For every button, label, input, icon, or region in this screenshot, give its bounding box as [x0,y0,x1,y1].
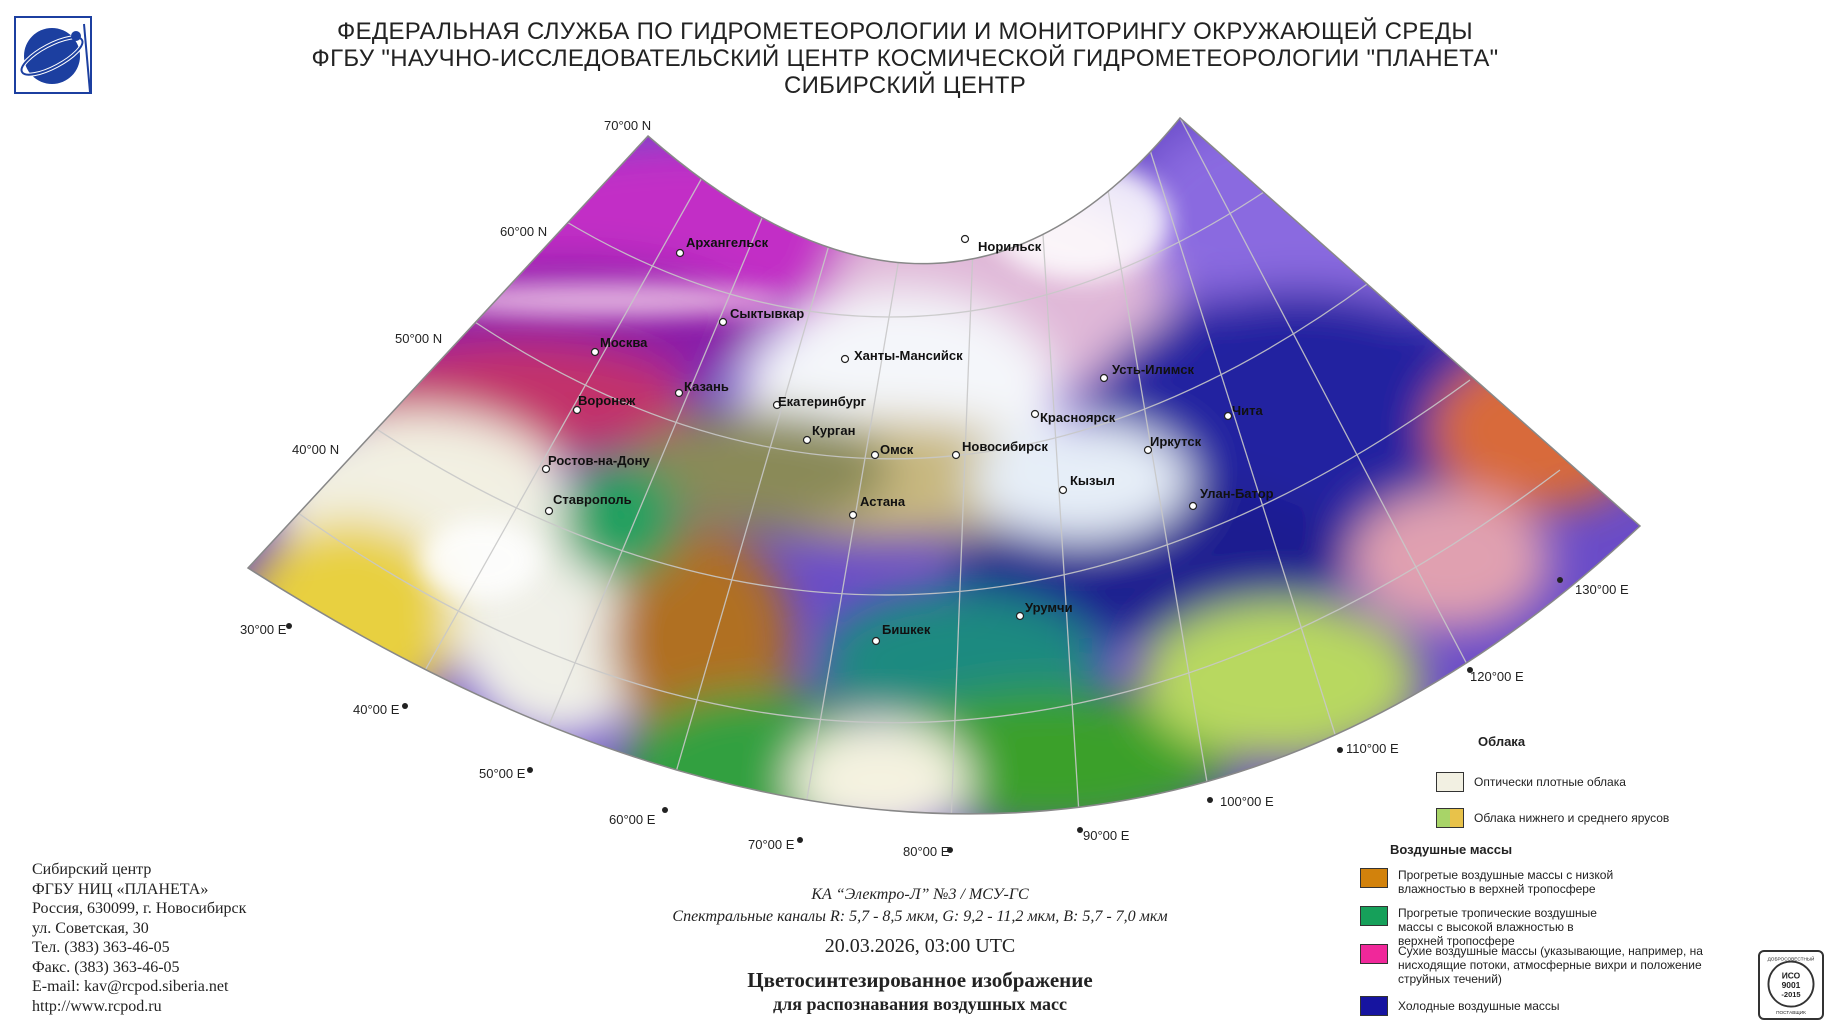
caption-datetime: 20.03.2026, 03:00 UTC [824,935,1016,957]
city-moscow: Москва [600,335,648,350]
contact-line: ул. Советская, 30 [32,919,149,937]
contact-email[interactable]: E-mail: kav@rcpod.siberia.net [32,978,229,995]
planeta-logo-icon [14,16,92,94]
city-kurgan: Курган [812,423,855,438]
city-norilsk: Норильск [978,239,1042,254]
lat-label-60: 60°00 N [500,224,547,239]
caption-satellite: КА “Электро-Л” №3 / МСУ-ГС [811,886,1029,903]
lon-label-120: 120°00 E [1470,669,1524,684]
graticule-ticks [286,577,1563,853]
city-markers [541,234,1233,646]
caption-title: Цветосинтезированное изображение [747,968,1093,992]
lat-label-50: 50°00 N [395,331,442,346]
legend-label: Сухие воздушные массы (указывающие, напр… [1398,944,1703,986]
legend-swatch [1360,996,1388,1016]
legend-swatch [1436,808,1464,828]
iso-certification-badge-icon: ДОБРОСОВЕСТНЫЙ ИСО 9001 -2015 ПОСТАВЩИК [1758,950,1824,1020]
legend-swatch [1360,944,1388,964]
legend-label: Оптически плотные облака [1474,775,1626,789]
city-astana: Астана [860,494,906,509]
legend-item-warm-dry: Прогретые воздушные массы с низкой влажн… [1360,868,1618,896]
header-line-2: ФГБУ "НАУЧНО-ИССЛЕДОВАТЕЛЬСКИЙ ЦЕНТР КОС… [311,45,1499,72]
contact-line: ФГБУ НИЦ «ПЛАНЕТА» [32,880,209,898]
city-yekaterinburg: Екатеринбург [778,394,867,409]
iso-badge-year-text: -2015 [1781,990,1800,999]
caption-channels: Спектральные каналы R: 5,7 - 8,5 мкм, G:… [672,908,1168,925]
iso-badge-top-text: ДОБРОСОВЕСТНЫЙ [1768,955,1815,962]
legend-label: Холодные воздушные массы [1398,999,1560,1013]
city-kazan: Казань [684,379,729,394]
lon-label-30: 30°00 E [240,622,287,637]
legend-item-tropical-moist: Прогретые тропичеcкие воздушные массы с … [1360,906,1618,948]
longitude-labels: 30°00 E 40°00 E 50°00 E 60°00 E 70°00 E … [240,582,1629,859]
caption: КА “Электро-Л” №3 / МСУ-ГС Спектральные … [560,884,1280,1016]
legend-air-title: Воздушные массы [1390,842,1513,857]
city-urumqi: Урумчи [1025,600,1073,615]
lon-label-130: 130°00 E [1575,582,1629,597]
latitude-labels: 70°00 N 60°00 N 50°00 N 40°00 N [292,118,651,457]
lon-label-60: 60°00 E [609,812,656,827]
contact-phone: Тел. (383) 363-46-05 [32,939,170,956]
legend-swatch [1360,906,1388,926]
city-voronezh: Воронеж [578,393,636,408]
contact-block: Сибирский центр ФГБУ НИЦ «ПЛАНЕТА» Росси… [32,860,246,1016]
lat-label-40: 40°00 N [292,442,339,457]
city-stavropol: Ставрополь [553,492,632,507]
contact-fax: Факс. (383) 363-46-05 [32,958,180,976]
city-syktyvkar: Сыктывкар [730,306,804,321]
header: ФЕДЕРАЛЬНАЯ СЛУЖБА ПО ГИДРОМЕТЕОРОЛОГИИ … [240,18,1570,99]
iso-badge-number-text: 9001 [1782,980,1801,990]
caption-subtitle: для распознавания воздушных масс [773,994,1067,1014]
legend-label: Прогретые тропичеcкие воздушные массы с … [1398,906,1597,948]
lon-label-90: 90°00 E [1083,828,1130,843]
city-ust-ilimsk: Усть-Илимск [1112,362,1194,377]
contact-line: Сибирский центр [32,861,152,878]
city-chita: Чита [1232,403,1263,418]
legend-label: Прогретые воздушные массы с низкой влажн… [1398,868,1614,896]
lon-label-100: 100°00 E [1220,794,1274,809]
lon-label-50: 50°00 E [479,766,526,781]
legend-swatch [1360,868,1388,888]
header-line-1: ФЕДЕРАЛЬНАЯ СЛУЖБА ПО ГИДРОМЕТЕОРОЛОГИИ … [337,18,1473,45]
lat-label-70: 70°00 N [604,118,651,133]
city-kyzyl: Кызыл [1070,473,1115,488]
legend-item-dry: Сухие воздушные массы (указывающие, напр… [1360,944,1738,986]
legend-swatch [1436,772,1464,792]
lon-label-40: 40°00 E [353,702,400,717]
lon-label-70: 70°00 E [748,837,795,852]
city-labels: Архангельск Норильск Сыктывкар Москва Ха… [548,235,1274,637]
legend-clouds-title: Облака [1478,734,1526,749]
legend-item-low-mid-clouds: Облака нижнего и среднего ярусов [1436,808,1814,828]
legend-item-cold: Холодные воздушные массы [1360,996,1738,1016]
header-line-3: СИБИРСКИЙ ЦЕНТР [783,72,1027,99]
iso-badge-iso-text: ИСО [1782,970,1801,980]
legend-label: Облака нижнего и среднего ярусов [1474,811,1670,825]
city-rostov-na-donu: Ростов-на-Дону [548,453,650,468]
iso-badge-bottom-text: ПОСТАВЩИК [1776,1010,1806,1015]
city-krasnoyarsk: Красноярск [1040,410,1116,425]
legend-item-dense-clouds: Оптически плотные облака [1436,772,1814,792]
contact-website[interactable]: http://www.rcpod.ru [32,997,162,1015]
lon-label-110: 110°00 E [1346,741,1399,756]
imagery [248,118,1640,814]
city-omsk: Омск [880,442,914,457]
city-novosibirsk: Новосибирск [962,439,1048,454]
city-khanty-mansiysk: Ханты-Мансийск [854,348,963,363]
city-arkhangelsk: Архангельск [686,235,769,250]
city-ulaanbaatar: Улан-Батор [1200,486,1274,501]
city-bishkek: Бишкек [882,622,931,637]
lon-label-80: 80°00 E [903,844,950,859]
city-irkutsk: Иркутск [1150,434,1202,449]
contact-line: Россия, 630099, г. Новосибирск [32,900,247,917]
